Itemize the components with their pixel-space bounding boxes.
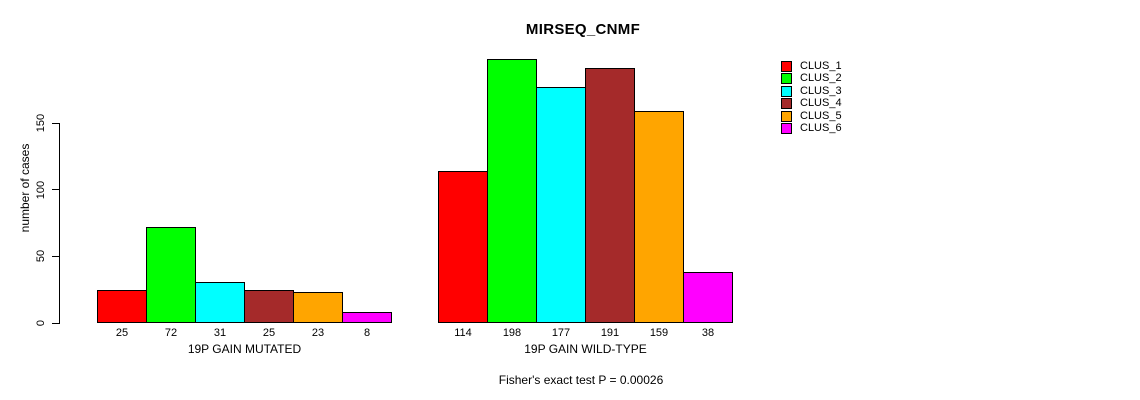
bar-clus_6-group2	[683, 272, 733, 323]
y-axis-tick-label: 50	[35, 250, 47, 263]
y-axis-tick-label: 0	[35, 319, 47, 327]
legend-label: CLUS_3	[800, 84, 842, 97]
y-axis-line	[59, 123, 60, 324]
y-axis-tick-mark	[52, 322, 59, 324]
bar-value-label: 25	[262, 327, 276, 339]
legend-label: CLUS_4	[800, 97, 842, 110]
bar-value-label: 72	[164, 327, 178, 339]
bar-value-label: 25	[115, 327, 129, 339]
bar-value-label: 198	[502, 327, 522, 339]
bar-value-label: 191	[600, 327, 620, 339]
bar-value-label: 8	[363, 327, 371, 339]
legend-color-swatch	[781, 85, 792, 97]
legend-label: CLUS_1	[800, 60, 842, 72]
y-axis-label: number of cases	[18, 143, 32, 233]
legend-label: CLUS_2	[800, 72, 842, 85]
y-axis-tick-mark	[52, 122, 59, 124]
legend-color-swatch	[781, 98, 792, 110]
bar-clus_1-group1	[97, 289, 147, 323]
legend-label: CLUS_5	[800, 109, 842, 122]
bar-value-label: 114	[454, 327, 472, 339]
bar-clus_5-group2	[634, 111, 684, 323]
legend-color-swatch	[781, 73, 792, 85]
x-category-label-mutated: 19P GAIN MUTATED	[187, 342, 302, 356]
bar-value-label: 177	[551, 327, 571, 339]
bar-clus_1-group2	[438, 171, 488, 323]
bar-value-label: 31	[213, 327, 227, 339]
bar-value-label: 23	[311, 327, 325, 339]
bar-clus_2-group2	[487, 59, 537, 323]
bar-value-label: 38	[701, 327, 715, 339]
legend-color-swatch	[781, 61, 792, 72]
legend-label: CLUS_6	[800, 122, 842, 134]
x-category-label-wildtype: 19P GAIN WILD-TYPE	[524, 342, 647, 356]
fisher-test-footnote: Fisher's exact test P = 0.00026	[498, 373, 664, 387]
y-axis-tick-mark	[52, 189, 59, 191]
chart-title: MIRSEQ_CNMF	[525, 21, 641, 38]
y-axis-tick-label: 150	[35, 113, 47, 133]
y-axis-tick-mark	[52, 255, 59, 257]
legend-color-swatch	[781, 123, 792, 134]
bar-clus_4-group2	[585, 68, 635, 323]
bar-clus_4-group1	[244, 289, 294, 323]
bar-clus_3-group1	[195, 281, 245, 323]
y-axis-tick-label: 100	[35, 180, 47, 199]
legend-color-swatch	[781, 110, 792, 122]
bar-value-label: 159	[649, 327, 669, 339]
bar-clus_3-group2	[536, 87, 586, 323]
bar-clus_5-group1	[293, 292, 343, 323]
bar-clus_2-group1	[146, 227, 196, 323]
bar-clus_6-group1	[342, 312, 392, 323]
